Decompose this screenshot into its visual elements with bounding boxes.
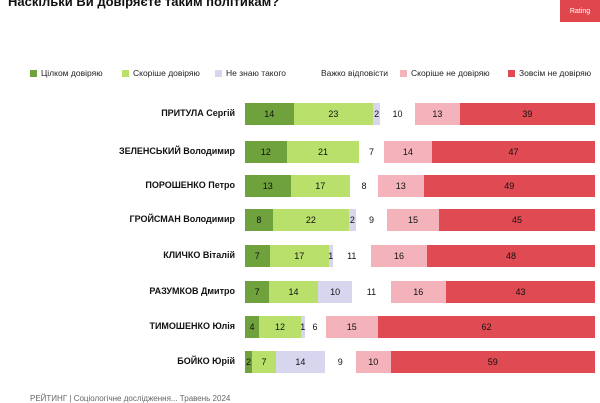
- bar-segment-full-trust: 4: [245, 316, 259, 338]
- legend-label: Зовсім не довіряю: [519, 68, 592, 78]
- bar-segment-no-trust: 49: [423, 175, 595, 197]
- bar-segment-dont-know: 1: [328, 245, 333, 267]
- legend-item-hard-to-say: Важко відповісти: [310, 68, 388, 78]
- bar-segment-rather-distrust: 15: [325, 316, 378, 338]
- bar-segment-dont-know: 1: [300, 316, 305, 338]
- legend-item-no-trust: Зовсім не довіряю: [508, 68, 591, 78]
- bar-segment-rather-distrust: 15: [387, 209, 440, 231]
- bar-segment-rather-distrust: 10: [355, 351, 391, 373]
- row-label: ГРОЙСМАН Володимир: [129, 214, 235, 224]
- legend-item-rather-distrust: Скоріше не довіряю: [400, 68, 490, 78]
- bar-segment-rather-trust: 17: [290, 175, 350, 197]
- bar-segment-rather-trust: 22: [272, 209, 349, 231]
- legend-label: Важко відповісти: [321, 68, 388, 78]
- bar-segment-rather-distrust: 16: [390, 281, 446, 303]
- bar-segment-hard-to-say: 11: [352, 281, 391, 303]
- bar-segment-full-trust: 12: [245, 141, 287, 163]
- bar-segment-no-trust: 59: [390, 351, 595, 373]
- legend-swatch: [215, 69, 222, 77]
- legend-item-rather-trust: Скоріше довіряю: [122, 68, 200, 78]
- legend-label: Скоріше довіряю: [133, 68, 200, 78]
- bar-segment-full-trust: 14: [245, 103, 294, 125]
- bar-segment-full-trust: 2: [245, 351, 252, 373]
- bar-segment-dont-know: 2: [373, 103, 381, 125]
- legend-swatch: [400, 69, 407, 77]
- row-label: ПОРОШЕНКО Петро: [145, 180, 235, 190]
- legend-swatch: [508, 69, 515, 77]
- bar-segment-hard-to-say: 9: [324, 351, 356, 373]
- bar-segment-hard-to-say: 9: [355, 209, 388, 231]
- bar-segment-dont-know: 10: [317, 281, 353, 303]
- legend-swatch: [30, 69, 37, 77]
- bar-segment-no-trust: 39: [459, 103, 595, 125]
- legend-label: Скоріше не довіряю: [411, 68, 490, 78]
- bar-segment-rather-trust: 23: [293, 103, 374, 125]
- bar-segment-rather-distrust: 14: [383, 141, 433, 163]
- bar-segment-no-trust: 47: [432, 141, 595, 163]
- chart-title: Наскільки Ви довіряєте таким політикам?: [8, 0, 280, 9]
- row-label: ЗЕЛЕНСЬКИЙ Володимир: [118, 146, 235, 156]
- bar-segment-rather-distrust: 16: [371, 245, 427, 267]
- bar-segment-rather-trust: 7: [251, 351, 277, 373]
- bar-segment-hard-to-say: 6: [304, 316, 326, 338]
- legend-label: Не знаю такого: [226, 68, 286, 78]
- bar-segment-rather-distrust: 13: [378, 175, 424, 197]
- bar-segment-rather-trust: 12: [259, 316, 301, 338]
- row-label: КЛИЧКО Віталій: [163, 250, 235, 260]
- legend-item-dont-know: Не знаю такого: [215, 68, 286, 78]
- bar-segment-full-trust: 8: [245, 209, 273, 231]
- bar-segment-rather-trust: 17: [269, 245, 329, 267]
- legend-item-full-trust: Цілком довіряю: [30, 68, 103, 78]
- bar-segment-no-trust: 45: [439, 209, 595, 231]
- brand-logo: Rating: [560, 0, 600, 22]
- row-label: ПРИТУЛА Сергій: [161, 108, 235, 118]
- source-footer: РЕЙТИНГ | Соціологічне дослідження... Тр…: [30, 394, 231, 403]
- bar-segment-rather-trust: 21: [286, 141, 360, 163]
- legend: Цілком довіряю Скоріше довіряю Не знаю так…: [30, 68, 600, 82]
- bar-segment-rather-distrust: 13: [414, 103, 460, 125]
- bar-segment-full-trust: 7: [245, 245, 270, 267]
- bar-segment-dont-know: 14: [276, 351, 325, 373]
- row-label: РАЗУМКОВ Дмитро: [149, 286, 235, 296]
- bar-segment-full-trust: 7: [245, 281, 270, 303]
- bar-segment-full-trust: 13: [245, 175, 291, 197]
- legend-swatch: [122, 69, 129, 77]
- bar-segment-hard-to-say: 7: [359, 141, 384, 163]
- bar-segment-no-trust: 43: [445, 281, 595, 303]
- bar-segment-hard-to-say: 11: [332, 245, 371, 267]
- bar-segment-hard-to-say: 10: [380, 103, 415, 125]
- row-label: БОЙКО Юрій: [177, 356, 235, 366]
- legend-label: Цілком довіряю: [41, 68, 103, 78]
- row-label: ТИМОШЕНКО Юлія: [149, 321, 235, 331]
- bar-segment-no-trust: 62: [378, 316, 595, 338]
- bar-segment-hard-to-say: 8: [350, 175, 378, 197]
- bar-segment-no-trust: 48: [427, 245, 595, 267]
- bar-segment-rather-trust: 14: [269, 281, 318, 303]
- bar-segment-dont-know: 2: [348, 209, 356, 231]
